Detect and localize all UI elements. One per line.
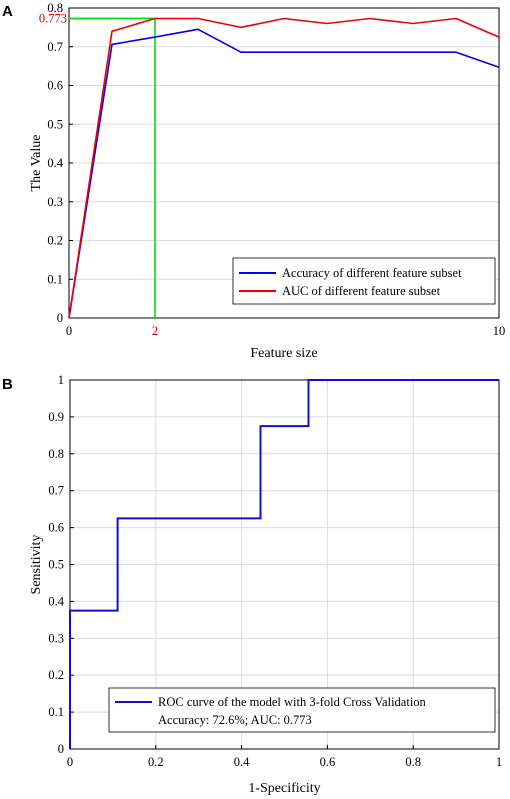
- panel-a-y-axis-label: The Value: [29, 135, 44, 192]
- panel-a-legend: Accuracy of different feature subset AUC…: [232, 257, 496, 305]
- y-tick-label: 0: [58, 742, 64, 756]
- legend-roc-metrics: Accuracy: 72.6%; AUC: 0.773: [158, 713, 312, 727]
- auc-line: [68, 17, 500, 319]
- panel-b-chart: B 0 0.1 0.2 0.3 0.4 0.5 0.6 0.7 0.8 0.9 1 0 0.2 0.4 0.…: [2, 373, 502, 796]
- x-tick-label: 0.6: [320, 755, 336, 769]
- y-tick-label: 0.9: [48, 410, 64, 424]
- x-tick-label: 0: [67, 755, 73, 769]
- panel-a-letter: A: [2, 3, 13, 20]
- y-tick-label: 0.1: [48, 705, 64, 719]
- panel-b-letter: B: [2, 376, 13, 393]
- panel-b-legend: ROC curve of the model with 3-fold Cross…: [108, 687, 496, 733]
- x-tick-label: 0.2: [148, 755, 164, 769]
- panel-b-y-axis-label: Sensitivity: [29, 535, 44, 595]
- panel-a-ticks: 0 0.1 0.2 0.3 0.4 0.5 0.6 0.7 0.8 0 10: [47, 1, 505, 338]
- panel-b-ticks: 0 0.1 0.2 0.3 0.4 0.5 0.6 0.7 0.8 0.9 1 0 0.2 0.4 0.6 0…: [48, 373, 502, 769]
- y-tick-label: 0: [57, 311, 63, 325]
- highlight-x-label: 2: [152, 324, 158, 338]
- panel-b-legend-box: [108, 687, 496, 733]
- y-tick-label: 0.5: [48, 558, 64, 572]
- panel-a-markers: 0.773 2: [39, 11, 158, 338]
- panel-a-x-axis-label: Feature size: [250, 346, 317, 361]
- y-tick-label: 0.5: [47, 117, 63, 131]
- x-tick-label: 0.4: [234, 755, 250, 769]
- legend-roc-label: ROC curve of the model with 3-fold Cross…: [158, 695, 427, 709]
- x-tick-label: 1: [496, 755, 502, 769]
- legend-accuracy-label: Accuracy of different feature subset: [282, 266, 462, 280]
- y-tick-label: 0.8: [47, 1, 63, 15]
- accuracy-line: [68, 28, 500, 319]
- y-tick-label: 0.4: [48, 594, 64, 608]
- x-tick-label: 10: [493, 324, 506, 338]
- panel-a-legend-box: [232, 257, 496, 305]
- y-tick-label: 0.3: [48, 631, 64, 645]
- y-tick-label: 0.6: [48, 521, 64, 535]
- y-tick-label: 0.6: [47, 79, 63, 93]
- y-tick-label: 0.7: [47, 40, 63, 54]
- y-tick-label: 0.2: [48, 668, 64, 682]
- y-tick-label: 1: [58, 373, 64, 387]
- x-tick-label: 0: [66, 324, 72, 338]
- panel-b-series: [69, 379, 499, 749]
- panel-a-chart: A 0 0.1 0.2 0.3 0.4 0.5 0.6 0.7 0.8 0 10 0.773 2 Fe…: [2, 1, 505, 361]
- x-tick-label: 0.8: [405, 755, 421, 769]
- panel-a-series: [68, 17, 500, 319]
- y-tick-label: 0.4: [47, 156, 63, 170]
- highlight-y-label: 0.773: [39, 11, 67, 25]
- panel-b-x-axis-label: 1-Specificity: [248, 781, 320, 796]
- y-tick-label: 0.8: [48, 447, 64, 461]
- roc-curve-line: [69, 379, 499, 749]
- y-tick-label: 0.3: [47, 195, 63, 209]
- y-tick-label: 0.2: [47, 234, 63, 248]
- y-tick-label: 0.1: [47, 272, 63, 286]
- legend-auc-label: AUC of different feature subset: [282, 284, 441, 298]
- y-tick-label: 0.7: [48, 484, 64, 498]
